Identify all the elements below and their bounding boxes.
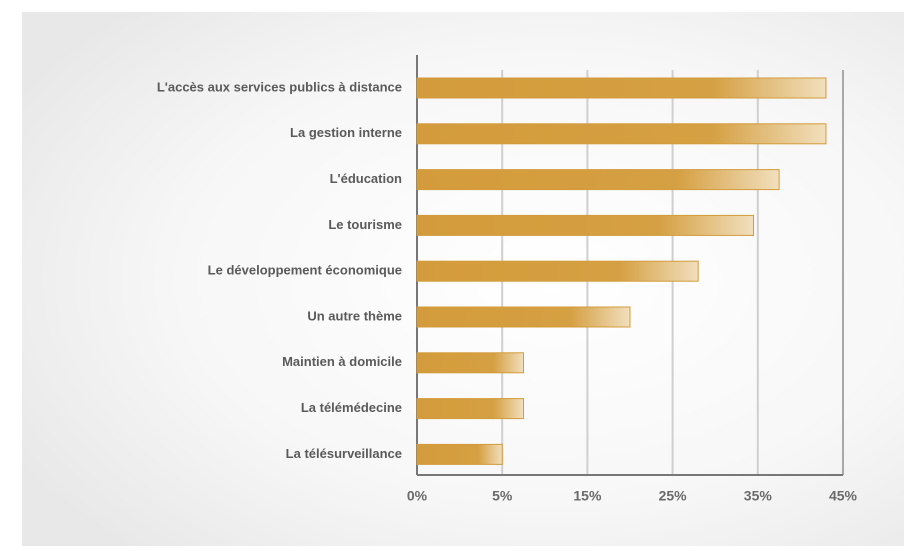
bar xyxy=(416,306,631,328)
bar xyxy=(416,214,755,236)
category-label: La télémédecine xyxy=(301,400,402,415)
x-tick-label: 35% xyxy=(744,488,773,504)
bar xyxy=(416,260,699,282)
category-label: La télésurveillance xyxy=(286,446,402,461)
x-tick-label: 5% xyxy=(492,488,513,504)
x-tick-label: 25% xyxy=(659,488,688,504)
category-label: L'accès aux services publics à distance xyxy=(157,79,402,94)
bar xyxy=(416,77,827,99)
bar xyxy=(416,398,524,420)
category-label: L'éducation xyxy=(330,171,402,186)
bar xyxy=(416,352,524,374)
x-tick-label: 0% xyxy=(407,488,428,504)
x-tick-label: 15% xyxy=(573,488,602,504)
category-label: La gestion interne xyxy=(290,125,402,140)
category-label: Un autre thème xyxy=(307,308,402,323)
x-tick-label: 45% xyxy=(829,488,858,504)
bar xyxy=(416,169,780,191)
bar xyxy=(416,123,827,145)
category-label: Le tourisme xyxy=(328,217,402,232)
category-label: Le développement économique xyxy=(208,263,402,278)
bar xyxy=(416,443,503,465)
category-label: Maintien à domicile xyxy=(282,354,402,369)
